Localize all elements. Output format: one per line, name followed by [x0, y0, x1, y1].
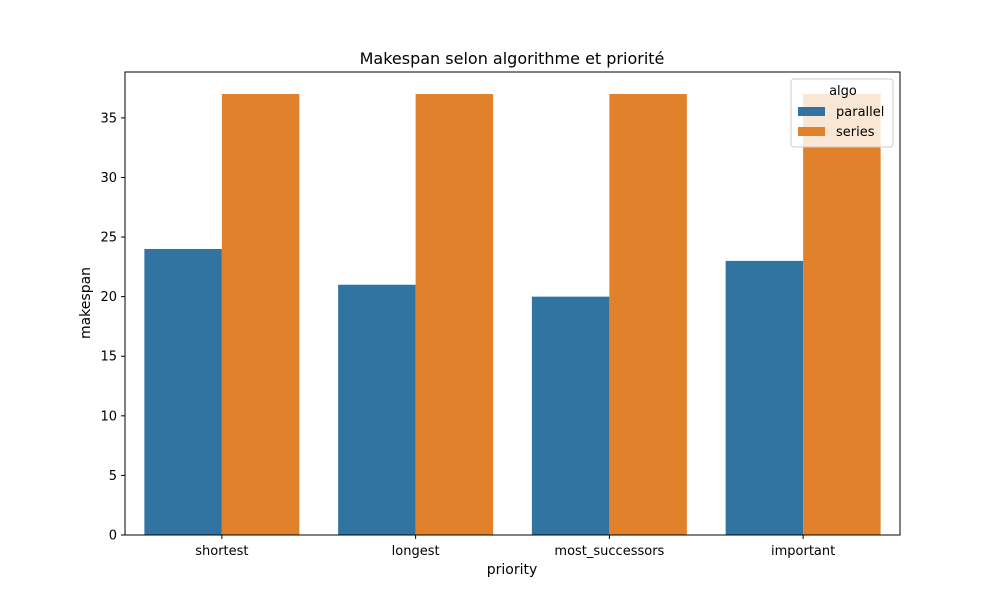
bars-group — [144, 94, 881, 536]
legend-swatch-series — [798, 127, 825, 136]
legend-label-parallel: parallel — [836, 105, 884, 120]
legend-swatch-parallel — [798, 107, 825, 116]
bar-parallel-important — [725, 260, 804, 535]
bar-series-shortest — [221, 94, 300, 536]
x-tick-label: most_successors — [554, 544, 664, 559]
bar-parallel-longest — [338, 284, 416, 535]
y-tick-label: 10 — [100, 409, 117, 424]
x-tick-label: shortest — [195, 544, 248, 559]
x-axis: shortest longest most_successors important — [195, 535, 835, 559]
y-tick-label: 30 — [100, 171, 117, 186]
y-tick-label: 20 — [100, 290, 117, 305]
y-axis-label: makespan — [78, 267, 94, 339]
x-axis-label: priority — [487, 562, 538, 578]
plot-frame — [124, 71, 901, 536]
legend-title: algo — [829, 84, 857, 99]
y-tick-label: 25 — [100, 231, 117, 246]
x-tick-label: important — [771, 544, 835, 559]
bar-series-most_successors — [609, 94, 687, 536]
y-axis: 0 5 10 15 20 25 30 35 — [100, 111, 125, 544]
bar-series-longest — [415, 94, 494, 536]
legend: algo parallel series — [790, 78, 894, 148]
legend-label-series: series — [836, 125, 875, 140]
bar-series-important — [803, 94, 881, 536]
y-tick-label: 15 — [100, 350, 117, 365]
y-tick-label: 5 — [109, 469, 117, 484]
y-tick-label: 35 — [100, 111, 117, 126]
x-tick-label: longest — [392, 544, 440, 559]
bar-parallel-shortest — [144, 248, 222, 535]
bar-parallel-most_successors — [531, 296, 610, 535]
y-tick-label: 0 — [109, 529, 117, 544]
chart-title: Makespan selon algorithme et priorité — [360, 49, 665, 68]
